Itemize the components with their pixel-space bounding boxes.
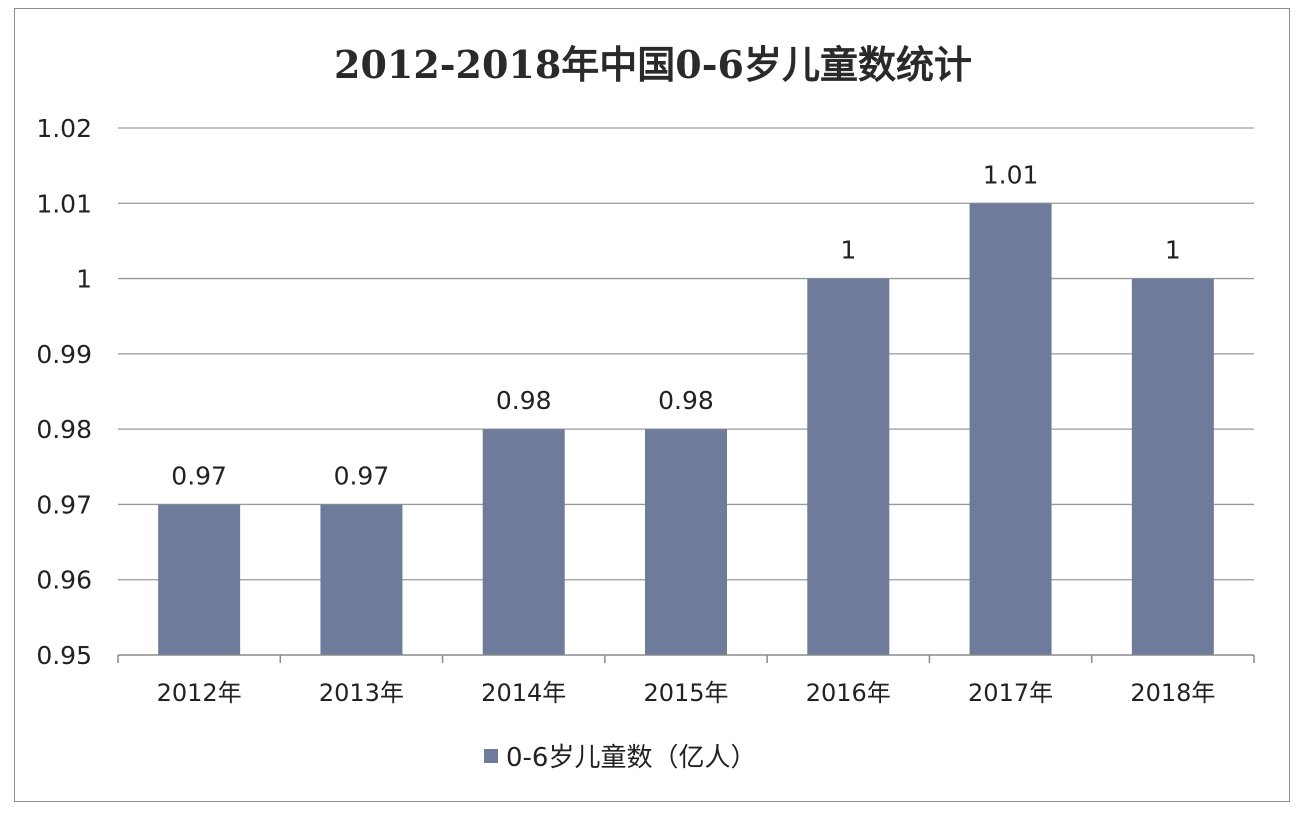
y-tick-label: 0.96 (36, 566, 92, 595)
bar (645, 429, 727, 655)
gridlines (118, 127, 1254, 581)
legend: 0-6岁儿童数（亿人） (484, 743, 756, 773)
data-labels: 0.97 0.97 0.98 0.98 1 1.01 1 (171, 160, 1181, 490)
bars (158, 203, 1214, 656)
bar (807, 278, 890, 655)
bar (1131, 278, 1214, 655)
data-label: 1 (840, 236, 856, 265)
x-tick-label: 2016年 (806, 679, 891, 707)
x-tick-label: 2015年 (643, 679, 728, 707)
y-tick-label: 1.02 (36, 114, 92, 143)
x-axis: 2012年 2013年 2014年 2015年 2016年 2017年 2018年 (117, 654, 1255, 707)
x-tick-label: 2018年 (1130, 679, 1215, 707)
data-label: 1 (1165, 236, 1181, 265)
bar (320, 504, 403, 655)
y-tick-label: 0.99 (36, 340, 92, 369)
y-tick-label: 0.97 (36, 490, 92, 519)
chart-frame (14, 8, 1290, 802)
y-tick-label: 0.95 (36, 641, 92, 670)
data-label: 0.98 (496, 386, 552, 415)
x-tick-label: 2017年 (968, 679, 1053, 707)
y-tick-label: 0.98 (36, 415, 92, 444)
y-tick-label: 1.01 (36, 189, 92, 218)
y-tick-label: 1 (76, 265, 92, 294)
data-label: 1.01 (983, 160, 1039, 189)
data-label: 0.98 (658, 386, 714, 415)
x-tick-label: 2012年 (157, 679, 242, 707)
y-axis-ticks: 0.95 0.96 0.97 0.98 0.99 1 1.01 1.02 (36, 114, 92, 670)
legend-swatch (484, 749, 498, 763)
x-tick-label: 2014年 (481, 679, 566, 707)
data-label: 0.97 (334, 461, 390, 490)
bar (969, 203, 1052, 656)
bar (482, 429, 565, 655)
x-tick-label: 2013年 (319, 679, 404, 707)
bar (158, 504, 241, 655)
legend-label: 0-6岁儿童数（亿人） (506, 743, 756, 773)
data-label: 0.97 (171, 461, 227, 490)
chart-title: 2012-2018年中国0-6岁儿童数统计 (334, 42, 972, 87)
